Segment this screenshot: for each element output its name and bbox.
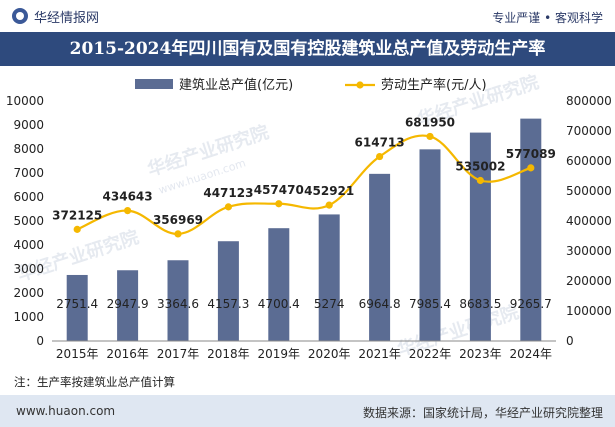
x-tick-label: 2016年 — [106, 347, 149, 361]
line-value-label: 434643 — [103, 190, 153, 204]
line-value-label: 535002 — [455, 159, 505, 173]
data-source: 数据来源：国家统计局，华经产业研究院整理 — [362, 406, 603, 420]
brand: 华经情报网 — [12, 7, 100, 26]
line-point — [426, 132, 434, 141]
line-value-label: 356969 — [153, 213, 203, 227]
y-left-tick-label: 1000 — [13, 310, 44, 324]
bar — [117, 270, 139, 341]
brand-name: 华经情报网 — [34, 10, 100, 26]
y-right-tick-label: 700000 — [566, 124, 612, 138]
line-point — [376, 152, 384, 161]
line-value-label: 447123 — [203, 186, 253, 200]
y-right-tick-label: 600000 — [566, 154, 612, 168]
legend-line-label: 劳动生产率(元/人) — [381, 77, 487, 93]
y-right-tick-label: 400000 — [566, 214, 612, 228]
line-value-label: 614713 — [355, 136, 405, 150]
bar-value-label: 5274 — [314, 297, 345, 311]
bar-value-label: 3364.6 — [157, 297, 199, 311]
bar — [167, 260, 189, 341]
line-value-label: 681950 — [405, 115, 455, 129]
y-left-tick-label: 10000 — [6, 94, 44, 108]
line-value-label: 577089 — [506, 147, 556, 161]
x-tick-label: 2020年 — [308, 347, 351, 361]
top-bar: 华经情报网 专业严谨 • 客观科学 — [0, 0, 615, 32]
legend-line-marker — [356, 81, 364, 89]
bar-value-label: 6964.8 — [359, 297, 401, 311]
chart: 华经产业研究院华经产业研究院华经产业研究院华经产业研究院www.huaon.co… — [6, 71, 612, 361]
y-left-tick-label: 4000 — [13, 238, 44, 252]
y-right-tick-label: 800000 — [566, 94, 612, 108]
bar-value-label: 4700.4 — [258, 297, 300, 311]
bar — [419, 149, 441, 341]
line-value-label: 372125 — [52, 208, 102, 222]
y-left-tick-label: 5000 — [13, 214, 44, 228]
line-point — [275, 200, 283, 208]
x-tick-label: 2015年 — [56, 347, 99, 361]
legend-bar-swatch — [135, 79, 173, 89]
bar — [217, 241, 239, 341]
brand-logo-icon — [12, 8, 28, 24]
x-tick-label: 2018年 — [207, 347, 250, 361]
chart-title: 2015-2024年四川国有及国有控股建筑业总产值及劳动生产率 — [69, 39, 546, 59]
bar-value-label: 4157.3 — [207, 297, 249, 311]
x-tick-label: 2023年 — [459, 347, 502, 361]
y-left-tick-label: 6000 — [13, 190, 44, 204]
site-url: www.huaon.com — [16, 404, 116, 418]
y-left-tick-label: 2000 — [13, 286, 44, 300]
line-point — [174, 230, 182, 238]
bar — [268, 228, 290, 341]
bar — [369, 173, 391, 341]
y-left-tick-label: 3000 — [13, 262, 44, 276]
line-point — [476, 176, 484, 185]
x-tick-label: 2024年 — [510, 347, 553, 361]
line-point — [124, 207, 132, 215]
bar-value-label: 2751.4 — [56, 297, 98, 311]
x-tick-label: 2021年 — [358, 347, 401, 361]
x-tick-label: 2022年 — [409, 347, 452, 361]
line-value-label: 457470 — [254, 183, 304, 197]
y-left-tick-label: 9000 — [13, 118, 44, 132]
line-point — [73, 225, 81, 233]
line-point — [527, 164, 535, 172]
bar-value-label: 8683.5 — [459, 297, 501, 311]
y-right-tick-label: 0 — [566, 334, 574, 348]
footer-bar: www.huaon.com 数据来源：国家统计局，华经产业研究院整理 — [0, 395, 615, 427]
bar — [520, 118, 542, 341]
bar-value-label: 2947.9 — [107, 297, 149, 311]
bar — [66, 274, 88, 341]
footnote: 注：生产率按建筑业总产值计算 — [14, 375, 175, 389]
bar-value-label: 9265.7 — [510, 297, 552, 311]
title-bar: 2015-2024年四川国有及国有控股建筑业总产值及劳动生产率 — [0, 32, 615, 66]
line-point — [224, 203, 232, 211]
x-tick-label: 2019年 — [258, 347, 301, 361]
tagline: 专业严谨 • 客观科学 — [492, 11, 603, 25]
bar-value-label: 7985.4 — [409, 297, 451, 311]
line-value-label: 452921 — [304, 184, 354, 198]
x-tick-label: 2017年 — [157, 347, 200, 361]
legend-bar-label: 建筑业总产值(亿元) — [179, 77, 293, 93]
y-left-tick-label: 7000 — [13, 166, 44, 180]
line-point — [325, 201, 333, 209]
y-right-tick-label: 500000 — [566, 184, 612, 198]
y-right-tick-label: 300000 — [566, 244, 612, 258]
productivity-line — [76, 134, 532, 236]
y-left-tick-label: 8000 — [13, 142, 44, 156]
y-right-tick-label: 200000 — [566, 274, 612, 288]
y-left-tick-label: 0 — [36, 334, 44, 348]
y-right-tick-label: 100000 — [566, 304, 612, 318]
bar — [469, 132, 491, 341]
bar — [318, 214, 340, 341]
